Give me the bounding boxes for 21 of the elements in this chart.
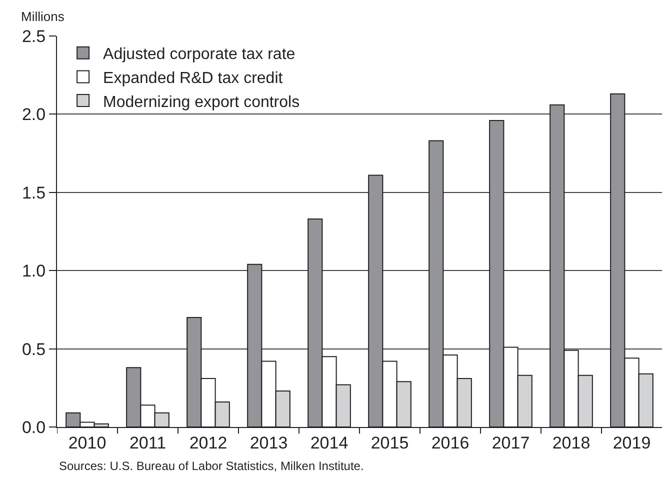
y-axis-title: Millions [21, 9, 65, 24]
source-note: Sources: U.S. Bureau of Labor Statistics, Milken Institute. [59, 459, 364, 473]
y-tick-label: 2.0 [22, 105, 46, 124]
legend-label: Adjusted corporate tax rate [103, 46, 296, 64]
x-tick-label: 2011 [129, 433, 166, 452]
legend-label: Expanded R&D tax credit [103, 70, 284, 87]
x-tick-label: 2013 [250, 433, 288, 452]
y-tick-label: 1.0 [22, 262, 46, 281]
x-tick-label: 2017 [492, 433, 530, 452]
legend-label: Modernizing export controls [103, 94, 300, 111]
y-tick-label: 0.5 [22, 340, 46, 359]
x-tick-label: 2016 [431, 433, 470, 452]
x-tick-label: 2019 [612, 433, 651, 452]
x-tick-label: 2010 [68, 433, 106, 452]
x-tick-label: 2015 [370, 433, 409, 452]
x-tick-label: 2014 [310, 433, 348, 452]
y-tick-label: 1.5 [22, 183, 46, 202]
y-tick-label: 0.0 [22, 418, 46, 437]
x-tick-label: 2018 [552, 433, 590, 452]
y-tick-label: 2.5 [22, 26, 46, 46]
x-tick-label: 2012 [189, 433, 228, 452]
